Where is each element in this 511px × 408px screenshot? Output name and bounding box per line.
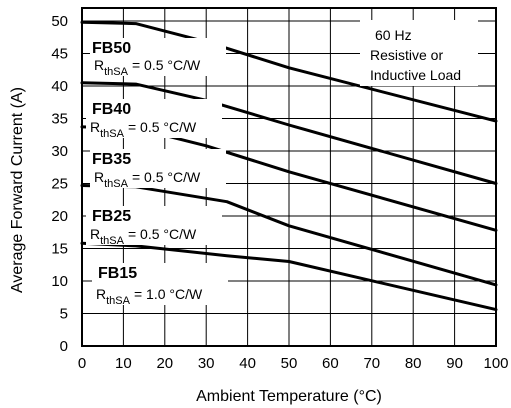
y-tick-label: 25 (51, 176, 68, 193)
load-note: 60 Hz Resistive or Inductive Load (360, 20, 478, 86)
label-background-fb40 (86, 99, 222, 138)
series-rth-fb40: RthSA = 0.5 °C/W (90, 119, 197, 140)
x-tick-label: 40 (239, 355, 256, 372)
rth-value: = 0.5 °C/W (132, 57, 201, 73)
rth-symbol: R (90, 119, 100, 135)
y-tick-label: 50 (51, 13, 68, 30)
y-tick-label: 5 (60, 306, 68, 323)
rth-subscript: thSA (104, 66, 129, 78)
x-tick-label: 70 (363, 355, 380, 372)
rth-value: = 0.5 °C/W (128, 226, 197, 242)
rth-value: = 1.0 °C/W (134, 286, 203, 302)
y-tick-label: 0 (60, 338, 68, 355)
y-tick-label: 20 (51, 208, 68, 225)
y-tick-label: 35 (51, 111, 68, 128)
rth-subscript: thSA (104, 178, 129, 190)
y-tick-label: 10 (51, 273, 68, 290)
x-tick-label: 50 (281, 355, 298, 372)
y-axis-title: Average Forward Current (A) (9, 87, 26, 293)
x-tick-label: 60 (322, 355, 339, 372)
rth-subscript: thSA (100, 128, 125, 140)
rth-symbol: R (94, 57, 104, 73)
label-background-fb15 (92, 263, 228, 305)
x-axis-title: Ambient Temperature (°C) (196, 388, 382, 405)
rth-value: = 0.5 °C/W (128, 119, 197, 135)
y-tick-label: 30 (51, 143, 68, 160)
series-name-fb35: FB35 (92, 151, 131, 168)
note-line-2: Resistive or (370, 47, 443, 63)
series-rth-fb50: RthSA = 0.5 °C/W (94, 57, 201, 78)
x-tick-label: 0 (78, 355, 86, 372)
label-background-fb35 (90, 149, 226, 188)
series-name-fb50: FB50 (92, 40, 131, 57)
y-tick-label: 15 (51, 241, 68, 258)
label-background-fb50 (90, 38, 226, 76)
x-tick-label: 100 (483, 355, 508, 372)
x-tick-label: 10 (115, 355, 132, 372)
y-tick-label: 45 (51, 46, 68, 63)
series-rth-fb15: RthSA = 1.0 °C/W (96, 286, 203, 307)
rth-symbol: R (90, 226, 100, 242)
note-line-1: 60 Hz (375, 27, 412, 43)
rth-subscript: thSA (106, 295, 131, 307)
y-tick-label: 40 (51, 78, 68, 95)
rth-symbol: R (94, 169, 104, 185)
axis-ticks: 0 10 20 30 40 50 60 70 80 90 100 0 5 10 15 20 25 30 35 40 45… (51, 13, 508, 372)
x-tick-label: 80 (405, 355, 422, 372)
rth-subscript: thSA (100, 235, 125, 247)
series-name-fb40: FB40 (92, 101, 131, 118)
series-name-fb25: FB25 (92, 208, 131, 225)
note-background (360, 20, 478, 86)
x-tick-label: 20 (156, 355, 173, 372)
series-rth-fb25: RthSA = 0.5 °C/W (90, 226, 197, 247)
rth-value: = 0.5 °C/W (132, 169, 201, 185)
series-name-fb15: FB15 (98, 265, 137, 282)
note-line-3: Inductive Load (370, 67, 461, 83)
plot-frame (81, 7, 497, 347)
label-background-fb25 (86, 206, 222, 245)
series-line-fb15 (80, 241, 498, 312)
x-tick-label: 90 (446, 355, 463, 372)
x-tick-label: 30 (198, 355, 215, 372)
series-rth-fb35: RthSA = 0.5 °C/W (94, 169, 201, 190)
rth-symbol: R (96, 286, 106, 302)
